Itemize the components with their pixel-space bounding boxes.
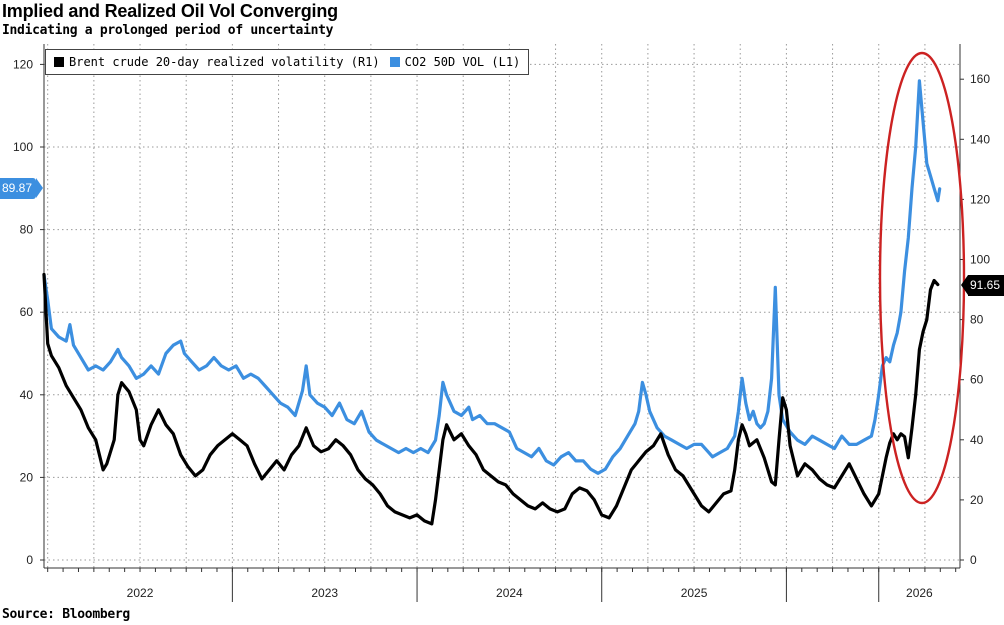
chart-subtitle: Indicating a prolonged period of uncerta… <box>2 23 334 38</box>
y-left-tick-label: 60 <box>20 305 34 319</box>
y-right-tick-label: 40 <box>970 433 984 447</box>
axes <box>40 44 964 602</box>
x-tick-label: 2022 <box>127 586 154 600</box>
source-note: Source: Bloomberg <box>2 607 130 622</box>
last-value-callout-left: 89.87 <box>0 178 44 199</box>
grid-lines <box>44 44 960 568</box>
y-left-tick-label: 80 <box>20 223 34 237</box>
y-right-tick-label: 80 <box>970 313 984 327</box>
y-left-tick-labels: 0 20 40 60 80 100 120 <box>13 57 33 567</box>
series-line-brent <box>42 272 940 526</box>
y-right-tick-label: 160 <box>970 72 990 86</box>
x-tick-label: 2025 <box>681 586 708 600</box>
legend-label-brent: Brent crude 20-day realized volatility (… <box>69 55 380 69</box>
x-tick-label: 2023 <box>311 586 338 600</box>
y-left-tick-label: 120 <box>13 57 33 71</box>
y-right-tick-label: 100 <box>970 253 990 267</box>
legend-swatch-brent <box>54 57 64 67</box>
y-right-tick-label: 140 <box>970 132 990 146</box>
y-right-tick-label: 0 <box>970 553 977 567</box>
y-right-tick-label: 20 <box>970 493 984 507</box>
y-right-tick-label: 60 <box>970 373 984 387</box>
chart-title: Implied and Realized Oil Vol Converging <box>2 1 338 21</box>
legend-label-co2: CO2 50D VOL (L1) <box>404 55 521 69</box>
legend: Brent crude 20-day realized volatility (… <box>45 49 530 75</box>
legend-item-brent: Brent crude 20-day realized volatility (… <box>54 55 380 69</box>
y-right-tick-label: 120 <box>970 192 990 206</box>
x-tick-label: 2026 <box>906 586 933 600</box>
y-left-tick-label: 40 <box>20 388 34 402</box>
x-tick-label: 2024 <box>496 586 523 600</box>
y-right-tick-labels: 0 20 40 60 80 100 120 140 160 <box>970 72 990 567</box>
y-left-tick-label: 100 <box>13 140 33 154</box>
series-line-co2 <box>42 79 942 475</box>
legend-item-co2: CO2 50D VOL (L1) <box>389 55 521 69</box>
series-lines <box>42 79 942 526</box>
y-left-tick-label: 0 <box>26 553 33 567</box>
last-value-callout-right: 91.65 <box>960 275 1004 296</box>
x-tick-labels: 2022 2023 2024 2025 2026 <box>127 586 933 600</box>
y-left-tick-label: 20 <box>20 470 34 484</box>
legend-swatch-co2 <box>389 57 400 67</box>
